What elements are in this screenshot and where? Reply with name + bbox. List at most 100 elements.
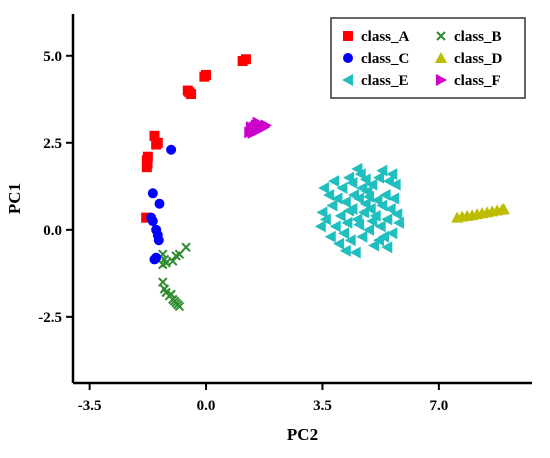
series-class-A (141, 54, 251, 223)
data-point (168, 256, 178, 266)
data-point (333, 237, 345, 250)
data-point (366, 215, 378, 228)
data-point (351, 162, 363, 175)
data-point (346, 176, 358, 189)
data-point (384, 202, 396, 215)
data-point (166, 289, 176, 299)
legend-marker (436, 74, 447, 86)
data-point (328, 175, 340, 188)
data-point (392, 216, 404, 229)
data-point (376, 164, 388, 177)
data-point (153, 235, 164, 246)
data-point (356, 182, 368, 195)
series-class-F (244, 116, 272, 140)
legend-label: class_E (361, 73, 409, 89)
x-tick-label: 7.0 (429, 398, 448, 414)
data-point (314, 220, 326, 233)
series-class-D (451, 202, 510, 223)
legend-label: class_B (454, 29, 502, 45)
data-point (391, 208, 403, 221)
data-point (353, 192, 365, 205)
x-axis-title: PC2 (287, 425, 318, 444)
data-point (166, 144, 177, 155)
data-point (331, 192, 343, 205)
series-class-C (146, 144, 177, 265)
legend-label: class_F (454, 73, 501, 89)
data-points (141, 54, 510, 312)
data-point (174, 301, 185, 312)
data-point (147, 188, 158, 199)
data-point (151, 252, 162, 263)
data-point (341, 216, 353, 229)
data-point (354, 168, 366, 181)
data-point (371, 194, 383, 207)
data-point (366, 178, 378, 191)
data-point (376, 199, 388, 212)
series-class-B (158, 242, 191, 312)
data-point (359, 197, 371, 210)
data-point (359, 173, 371, 186)
data-point (318, 182, 330, 195)
data-point (252, 116, 264, 129)
data-point (353, 218, 365, 231)
data-point (369, 209, 381, 222)
legend-marker (436, 31, 446, 41)
data-point (339, 244, 351, 257)
y-tick-label: -2.5 (38, 310, 62, 326)
data-point (324, 230, 336, 243)
data-point (374, 220, 386, 233)
y-ticks: -2.5 0.0 2.5 5.0 (38, 49, 73, 326)
data-point (373, 234, 384, 247)
legend: class_A class_B class_C class_D class_E class… (330, 17, 526, 99)
data-point (147, 216, 158, 227)
data-point (386, 168, 398, 181)
data-point (336, 182, 348, 195)
x-tick-label: 3.5 (313, 398, 332, 414)
data-point (368, 239, 380, 252)
data-point (497, 202, 510, 214)
data-point (363, 190, 375, 203)
data-point (334, 209, 346, 222)
data-point (379, 189, 391, 202)
data-point (339, 195, 351, 208)
data-point (381, 241, 393, 254)
data-point (201, 69, 212, 80)
data-point (356, 230, 368, 243)
data-point (316, 206, 328, 219)
data-point (363, 223, 375, 236)
legend-marker (435, 52, 447, 63)
x-tick-label: -3.5 (78, 398, 102, 414)
data-point (364, 202, 376, 215)
data-point (174, 249, 185, 259)
data-point (349, 246, 361, 259)
data-point (319, 213, 331, 226)
data-point (323, 189, 335, 202)
data-point (326, 199, 338, 212)
data-point (343, 204, 355, 217)
data-point (387, 192, 399, 205)
data-point (329, 220, 341, 233)
legend-box (330, 17, 526, 99)
data-point (240, 54, 251, 65)
data-point (149, 130, 160, 141)
legend-label: class_A (361, 29, 410, 45)
data-point (245, 121, 257, 134)
series-class-E (314, 162, 404, 259)
data-point (142, 151, 153, 162)
data-point (260, 119, 272, 132)
legend-label: class_C (361, 51, 409, 67)
data-point (158, 259, 168, 270)
legend-marker (342, 74, 353, 86)
data-point (344, 234, 356, 247)
data-point (381, 213, 393, 226)
data-point (181, 242, 191, 252)
data-point (338, 227, 350, 240)
y-tick-label: 2.5 (43, 136, 62, 152)
legend-marker (343, 53, 353, 63)
y-tick-label: 0.0 (43, 223, 62, 239)
data-point (154, 198, 165, 209)
data-point (158, 277, 168, 287)
data-point (389, 178, 401, 191)
y-tick-label: 5.0 (43, 49, 62, 65)
